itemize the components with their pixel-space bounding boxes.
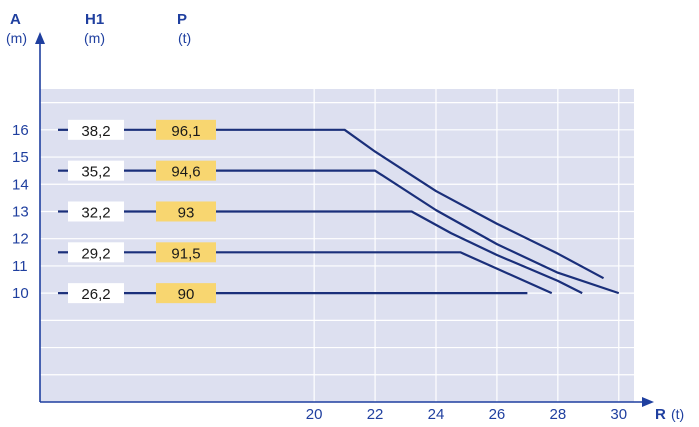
y-tick-label: 11 <box>12 258 28 275</box>
x-tick-label: 22 <box>367 406 384 423</box>
y-axis-arrow-icon <box>35 32 45 44</box>
a-axis-unit: (m) <box>6 30 27 46</box>
series-layer: 38,2 96,1 35,2 94,6 32,2 93 29,2 91,5 26,2 90 <box>58 119 620 304</box>
series-line <box>216 128 605 280</box>
h1-value: 26,2 <box>81 286 110 303</box>
h1-value-box <box>68 119 124 140</box>
y-tick-labels: 10 11 12 13 14 15 16 <box>12 122 29 302</box>
x-tick-label: 20 <box>306 406 323 423</box>
h1-value-box <box>68 201 124 222</box>
x-tick-label: 28 <box>550 406 567 423</box>
r-axis-unit: (t) <box>671 406 684 422</box>
y-tick-label: 10 <box>12 285 29 302</box>
h1-value-box <box>68 283 124 304</box>
y-tick-label: 16 <box>12 122 29 139</box>
x-tick-labels: 20 22 24 26 28 30 <box>306 406 627 423</box>
h1-value-box <box>68 160 124 181</box>
h1-column-unit: (m) <box>84 30 105 46</box>
h1-value: 35,2 <box>81 164 110 181</box>
series-line <box>216 169 620 295</box>
h1-value: 29,2 <box>81 245 110 262</box>
x-tick-label: 24 <box>428 406 445 423</box>
p-value: 91,5 <box>171 245 200 262</box>
p-value: 94,6 <box>171 164 200 181</box>
p-value-box <box>156 160 216 181</box>
p-value-box <box>156 283 216 304</box>
r-axis-name: R <box>655 406 666 423</box>
y-tick-label: 12 <box>12 231 29 248</box>
p-value-box <box>156 119 216 140</box>
p-value: 96,1 <box>171 123 200 140</box>
y-tick-label: 13 <box>12 203 29 220</box>
series-line <box>216 210 583 295</box>
series-line <box>216 251 553 295</box>
x-tick-label: 26 <box>489 406 506 423</box>
p-value: 90 <box>178 286 195 303</box>
h1-value: 38,2 <box>81 123 110 140</box>
y-tick-label: 15 <box>12 149 29 166</box>
x-tick-label: 30 <box>610 406 627 423</box>
p-value-box <box>156 242 216 263</box>
x-axis-arrow-icon <box>642 397 654 407</box>
p-column-name: P <box>177 11 187 28</box>
plot-area <box>40 89 634 402</box>
p-value-box <box>156 201 216 222</box>
p-value: 93 <box>178 204 195 221</box>
p-column-unit: (t) <box>178 30 191 46</box>
y-tick-label: 14 <box>12 176 29 193</box>
h1-value-box <box>68 242 124 263</box>
h1-column-name: H1 <box>85 11 104 28</box>
h1-value: 32,2 <box>81 204 110 221</box>
a-axis-name: A <box>10 11 21 28</box>
